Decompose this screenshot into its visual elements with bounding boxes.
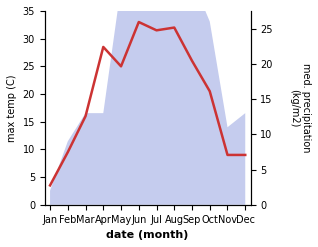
Y-axis label: max temp (C): max temp (C) [7,74,17,142]
X-axis label: date (month): date (month) [107,230,189,240]
Y-axis label: med. precipitation
(kg/m2): med. precipitation (kg/m2) [289,63,311,153]
